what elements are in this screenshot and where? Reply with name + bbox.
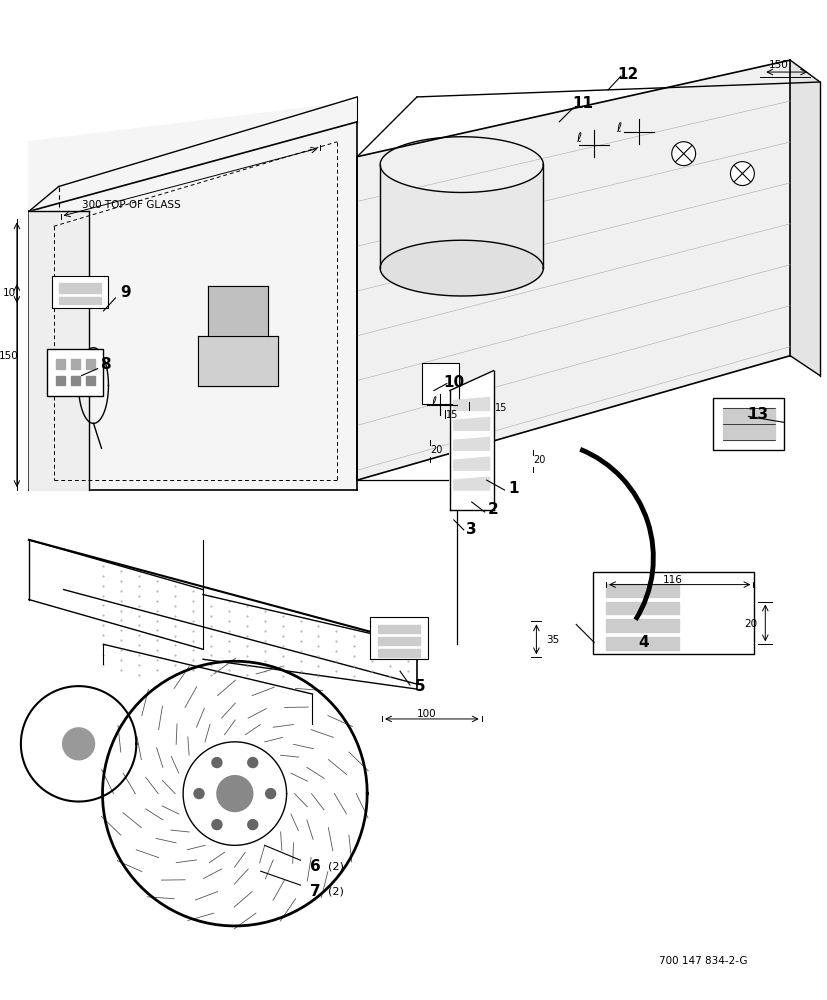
Polygon shape: [59, 283, 102, 293]
Text: 20: 20: [533, 455, 545, 465]
Text: (2): (2): [328, 886, 344, 896]
Text: 1: 1: [508, 481, 519, 496]
Bar: [422, 363, 458, 404]
Polygon shape: [85, 376, 94, 385]
Polygon shape: [722, 408, 774, 440]
Text: ℓ: ℓ: [431, 396, 436, 409]
Text: 15: 15: [495, 403, 507, 413]
Bar: [370, 617, 428, 659]
Polygon shape: [198, 336, 277, 386]
Text: 100: 100: [417, 709, 436, 719]
Polygon shape: [378, 625, 419, 633]
Text: ℓ: ℓ: [615, 122, 621, 135]
Polygon shape: [449, 371, 493, 510]
Text: 12: 12: [617, 67, 638, 82]
Polygon shape: [453, 457, 489, 470]
Polygon shape: [55, 376, 65, 385]
Text: 10: 10: [2, 288, 16, 298]
Polygon shape: [605, 637, 678, 650]
Polygon shape: [247, 758, 257, 768]
Polygon shape: [356, 60, 789, 157]
Polygon shape: [194, 789, 203, 799]
Text: 10: 10: [442, 375, 464, 390]
Polygon shape: [208, 286, 267, 336]
Text: 150: 150: [0, 351, 19, 361]
Polygon shape: [605, 584, 678, 597]
Polygon shape: [70, 359, 79, 369]
Polygon shape: [212, 820, 222, 830]
Text: 116: 116: [662, 575, 681, 585]
Polygon shape: [265, 789, 275, 799]
Text: 20: 20: [429, 445, 442, 455]
Polygon shape: [217, 776, 252, 812]
Text: 35: 35: [546, 635, 559, 645]
Text: 8: 8: [100, 357, 111, 372]
Text: 9: 9: [120, 285, 131, 300]
Polygon shape: [380, 164, 543, 268]
Text: 7: 7: [310, 884, 321, 899]
Bar: [46, 349, 103, 396]
Polygon shape: [453, 477, 489, 490]
Circle shape: [671, 142, 695, 166]
Polygon shape: [378, 649, 419, 657]
Polygon shape: [453, 397, 489, 410]
Text: 700 147 834-2-G: 700 147 834-2-G: [658, 956, 747, 966]
Bar: [51, 276, 108, 308]
Polygon shape: [789, 60, 819, 376]
Polygon shape: [70, 376, 79, 385]
Bar: [592, 572, 753, 654]
Text: ℓ: ℓ: [576, 132, 581, 145]
Bar: [712, 398, 783, 450]
Polygon shape: [55, 359, 65, 369]
Text: (2): (2): [328, 861, 344, 871]
Polygon shape: [605, 602, 678, 614]
Polygon shape: [212, 758, 222, 768]
Polygon shape: [59, 297, 102, 304]
Polygon shape: [29, 102, 356, 490]
Polygon shape: [378, 637, 419, 645]
Text: 4: 4: [638, 635, 648, 650]
Circle shape: [729, 162, 753, 186]
Text: 15: 15: [445, 410, 457, 420]
Polygon shape: [605, 619, 678, 632]
Text: 2: 2: [488, 502, 499, 517]
Text: 13: 13: [747, 407, 768, 422]
Polygon shape: [356, 60, 789, 480]
Polygon shape: [453, 437, 489, 450]
Text: 11: 11: [572, 96, 593, 111]
Ellipse shape: [380, 240, 543, 296]
Polygon shape: [63, 728, 94, 760]
Polygon shape: [247, 820, 257, 830]
Text: 20: 20: [743, 619, 756, 629]
Polygon shape: [85, 359, 94, 369]
Text: 5: 5: [414, 679, 425, 694]
Polygon shape: [453, 417, 489, 430]
Text: 6: 6: [310, 859, 321, 874]
Text: 3: 3: [466, 522, 476, 537]
Polygon shape: [29, 211, 88, 490]
Text: 300 TOP OF GLASS: 300 TOP OF GLASS: [82, 200, 180, 210]
Text: 150: 150: [767, 60, 787, 70]
